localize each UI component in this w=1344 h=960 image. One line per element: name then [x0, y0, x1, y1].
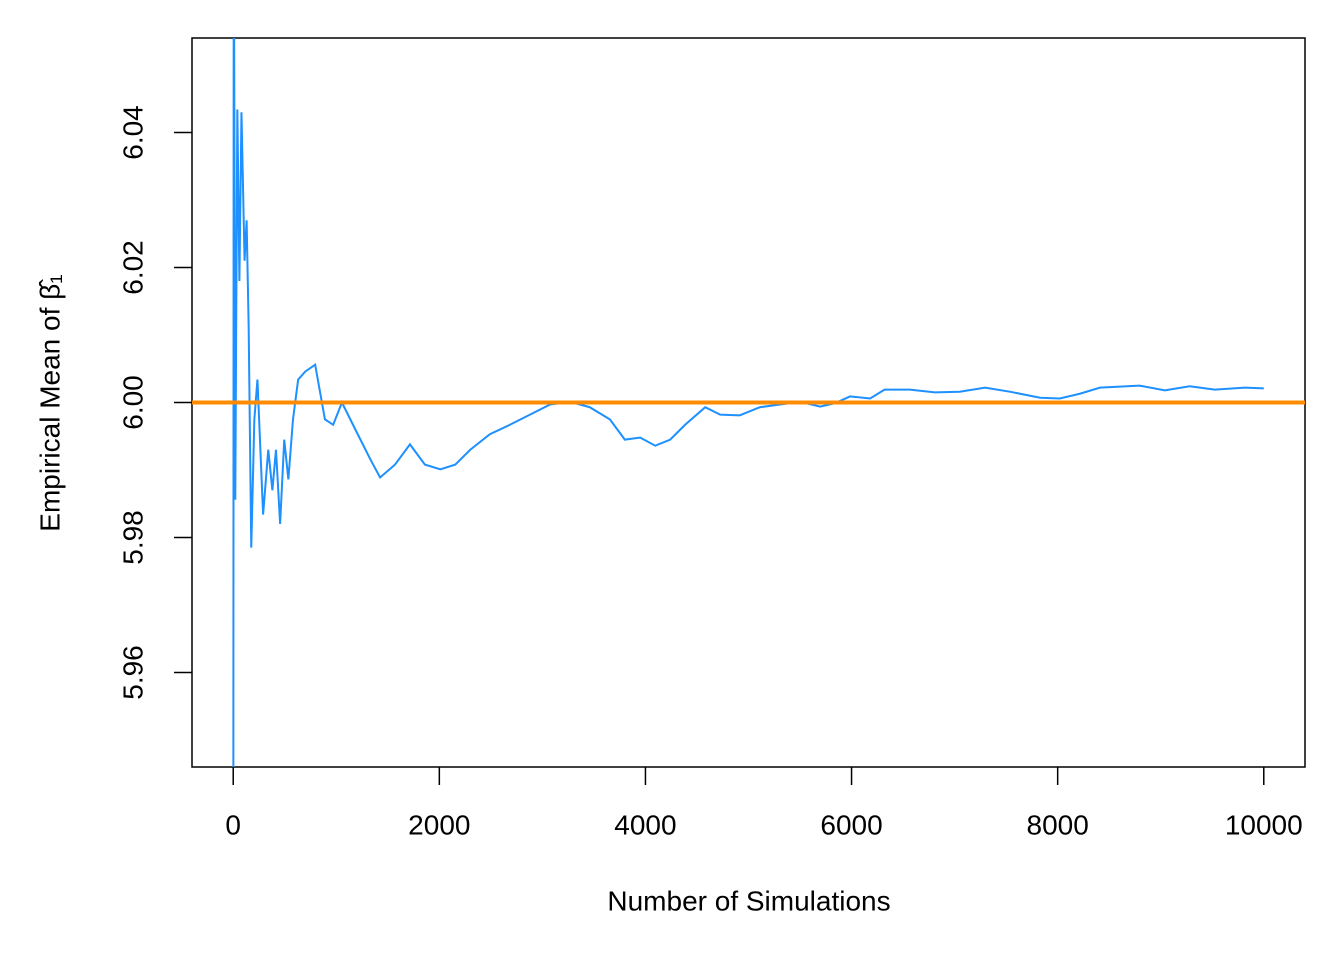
x-axis-label: Number of Simulations — [607, 885, 890, 916]
x-tick-label: 2000 — [408, 809, 470, 840]
y-tick-label: 5.96 — [117, 645, 148, 700]
x-tick-label: 8000 — [1027, 809, 1089, 840]
y-tick-label: 6.02 — [117, 240, 148, 295]
y-tick-label: 6.00 — [117, 375, 148, 430]
x-tick-label: 0 — [225, 809, 241, 840]
y-tick-label: 6.04 — [117, 105, 148, 160]
y-tick-label: 5.98 — [117, 510, 148, 565]
x-tick-label: 4000 — [614, 809, 676, 840]
x-tick-label: 10000 — [1225, 809, 1303, 840]
x-tick-label: 6000 — [820, 809, 882, 840]
y-axis-label: Empirical Mean of β̂₁ — [34, 274, 65, 531]
data-line — [232, 38, 1264, 767]
